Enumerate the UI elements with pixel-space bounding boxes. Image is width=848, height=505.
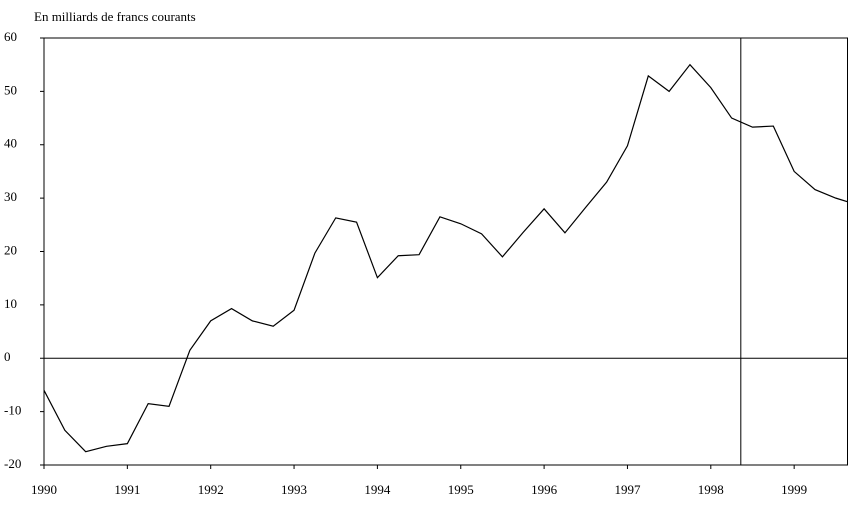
y-tick-label: -10 [4,403,21,418]
y-tick-label: 50 [4,82,17,97]
data-line [44,63,848,453]
x-tick-label: 1995 [448,482,474,497]
x-tick-label: 1990 [31,482,57,497]
x-tick-label: 1991 [114,482,140,497]
x-tick-label: 1998 [698,482,724,497]
y-tick-label: 0 [4,349,11,364]
plot-frame [43,37,848,466]
x-tick-label: 1994 [364,482,391,497]
x-tick-label: 1999 [781,482,807,497]
x-tick-label: 1992 [198,482,224,497]
y-tick-label: 60 [4,29,17,44]
x-tick-label: 1993 [281,482,307,497]
y-tick-label: 10 [4,296,17,311]
y-tick-label: -20 [4,456,21,471]
y-tick-label: 20 [4,242,17,257]
x-tick-label: 1996 [531,482,558,497]
y-tick-label: 40 [4,136,17,151]
x-tick-label: 1997 [614,482,641,497]
y-tick-label: 30 [4,189,17,204]
chart-subtitle: En milliards de francs courants [34,9,196,24]
